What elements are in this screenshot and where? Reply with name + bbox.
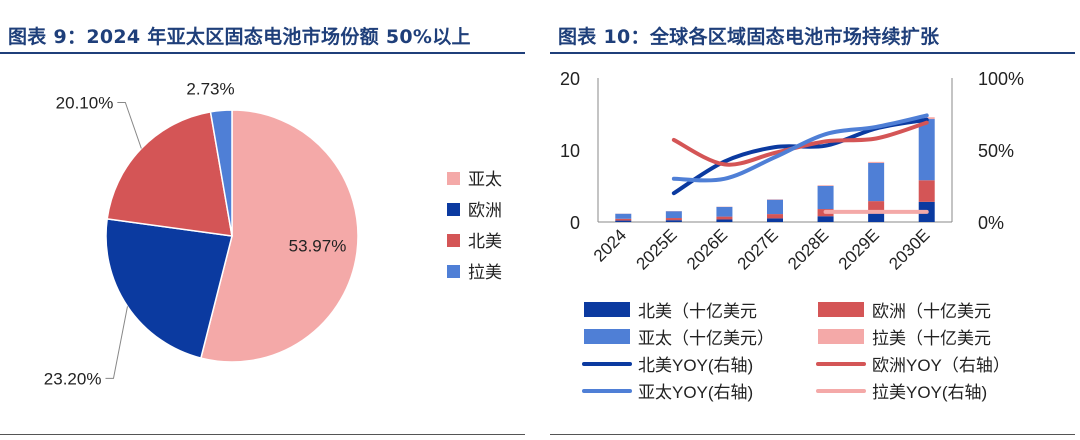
x-tick-label: 2027E [734,225,782,273]
bottom-divider [550,434,1075,435]
x-tick-label: 2025E [632,225,680,273]
x-tick-label: 2029E [835,225,883,273]
legend-label-0: 北美（十亿美元 [638,302,757,321]
legend-label-1: 欧洲 [468,201,502,220]
bar-1-0 [615,218,632,221]
bar-2-1 [665,211,682,219]
legend-swatch-2 [447,234,460,247]
y-tick-left: 0 [570,213,580,233]
x-tick-label: 2030E [885,225,933,273]
legend-label-2: 北美 [468,232,502,251]
bar-chart-title: 图表 10：全球各区域固态电池市场持续扩张 [558,26,940,48]
legend-label-7: 拉美YOY(右轴) [872,383,987,402]
legend-label-6: 亚太YOY(右轴) [638,383,753,402]
x-tick-label: 2024 [590,225,630,265]
pie-slice-1 [105,218,233,360]
legend-swatch-3 [447,265,460,278]
y-tick-left: 10 [560,141,580,161]
pie-label-north-america: 20.10% [56,93,114,112]
legend-label-1: 欧洲（十亿美元 [872,302,991,321]
pie-leader-north-america [117,101,142,149]
bar-3-4 [817,185,834,186]
bar-2-5 [868,162,885,202]
pie-label-europe: 23.20% [44,369,102,388]
y-tick-right: 100% [978,69,1024,89]
legend-swatch-2 [584,329,630,344]
bar-0-1 [665,220,682,222]
x-tick-label: 2026E [683,225,731,273]
x-tick-label: 2028E [784,225,832,273]
legend-label-3: 拉美 [468,263,502,282]
bar-2-3 [767,199,783,215]
bar-2-2 [716,206,733,217]
bar-1-3 [767,214,783,219]
pie-chart-title: 图表 9：2024 年亚太区固态电池市场份额 50%以上 [8,26,471,48]
y-tick-right: 0% [978,213,1004,233]
bar-1-6 [918,180,935,202]
bar-2-6 [918,119,935,181]
legend-label-0: 亚太 [468,170,502,189]
bar-0-2 [716,219,733,222]
bar-0-0 [615,220,632,222]
legend-label-2: 亚太（十亿美元） [638,329,774,348]
bar-0-4 [817,216,834,222]
legend-label-4: 北美YOY(右轴) [638,356,753,375]
bar-1-2 [716,216,733,220]
legend-swatch-0 [447,172,460,185]
bar-1-1 [665,218,682,221]
title-divider [550,52,1075,54]
legend-swatch-1 [447,203,460,216]
bar-2-0 [615,213,632,219]
pie-slice-3 [209,109,233,237]
pie-leader-europe [105,306,128,379]
legend-swatch-1 [818,302,864,317]
title-divider [0,52,525,54]
bottom-divider [0,434,525,435]
legend-swatch-3 [818,329,864,344]
bar-line-chart-panel: 图表 10：全球各区域固态电池市场持续扩张 0 10 20 0% 50% 100% 2024… [550,0,1080,440]
legend-label-3: 拉美（十亿美元 [872,329,991,348]
bar-1-5 [868,201,885,213]
pie-label-latin-america: 2.73% [186,79,234,98]
pie-chart-panel: 图表 9：2024 年亚太区固态电池市场份额 50%以上 53.97% 23.20… [0,0,530,440]
pie-label-asia-pacific: 53.97% [289,237,347,256]
bar-2-4 [817,186,834,210]
yoy-line-0 [671,117,929,196]
bar-3-5 [868,161,885,163]
pie-slice-0 [199,109,359,363]
bar-0-5 [868,212,885,222]
legend-label-5: 欧洲YOY（右轴） [872,356,1010,375]
bar-0-3 [767,218,783,222]
legend-swatch-0 [584,302,630,317]
y-tick-right: 50% [978,141,1014,161]
yoy-line-2 [671,113,929,183]
y-tick-left: 20 [560,69,580,89]
